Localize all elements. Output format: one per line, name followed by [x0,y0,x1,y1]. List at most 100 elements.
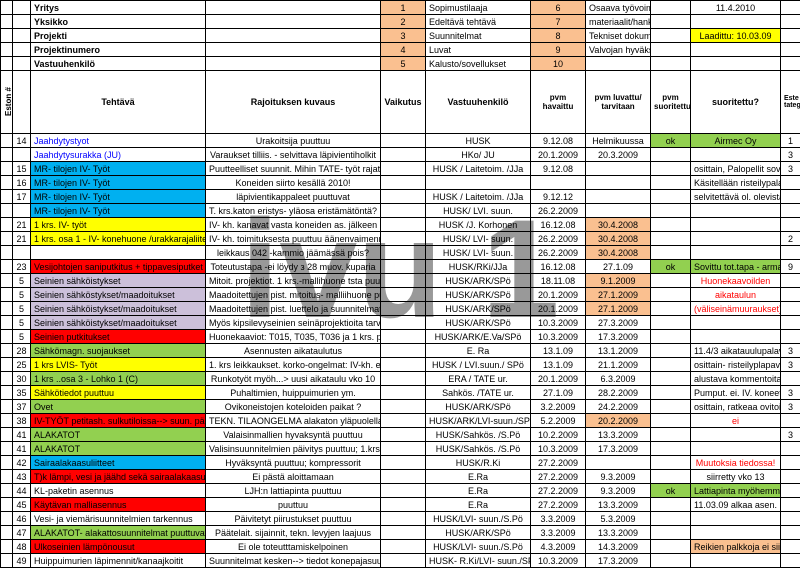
responsible-cell: HUSK/ARK/SPö [426,526,531,540]
row-number: 42 [13,456,31,470]
date-promised: 30.4.2008 [586,232,651,246]
legend2-num-1: 7 [531,15,586,29]
restriction-cell: Toteutustapa -ei löydy з 28 muov. kupari… [206,260,381,274]
table-row[interactable]: 47ALAKATOT- alakattosuunnitelmat puuttuv… [1,526,800,540]
table-row[interactable]: 38IV-TYÖT petitash. sulkutiloissa--> suu… [1,414,800,428]
category-cell: 3 [781,386,800,400]
task-cell: MR- tilojen IV- Työt [31,204,206,218]
table-row[interactable]: 37OvetOvikoneistojen koteloiden paikat ?… [1,400,800,414]
table-row[interactable]: 45Käytävan malliasennuspuuttuuE.Ra27.2.2… [1,498,800,512]
table-row[interactable]: 23Vesijohtojen saniputkitus + tippavesip… [1,260,800,274]
table-row[interactable]: 44KL-paketin asennusLJH:n lattiapinta pu… [1,484,800,498]
table-row[interactable]: 49Huippuimurien läpimennit/kanaajkoititS… [1,554,800,568]
task-cell: MR- tilojen IV- Työt [31,162,206,176]
date-promised [586,162,651,176]
status-cell: (väliseinämuuraukset) mukaesti - os. myö… [691,302,781,316]
table-row[interactable]: 251 krs LVIS- Työt1. krs leikkaukset. ko… [1,358,800,372]
category-cell [781,414,800,428]
task-cell: Jaahdytystyot [31,134,206,148]
legend1-text-2: Suunnitelmat [426,29,531,43]
table-row[interactable]: 5Seinien sähköistykset/maadoituksetMaado… [1,302,800,316]
restriction-cell: Puutteelliset suunnit. Mihin TATE- työt … [206,162,381,176]
row-number: 47 [13,526,31,540]
date-done [651,330,691,344]
table-row[interactable]: 211 krs. osa 1 - IV- konehuone /urakkara… [1,232,800,246]
date-observed: 20.1.2009 [531,288,586,302]
restriction-cell: 1. krs leikkaukset. korko-ongelmat: IV-k… [206,358,381,372]
header-suoritettu: suoritettu? [691,71,781,134]
table-row[interactable]: 48Ulkoseinien lämpönousutEi ole toteuttt… [1,540,800,554]
table-row[interactable]: 42SairaalakaasuliitteetHyväksyntä puuttu… [1,456,800,470]
table-row[interactable]: 5Seinien sähköstykset/maadoituksetMaadoi… [1,288,800,302]
table-row[interactable]: 5Seinien sähköistykset/maadoituksetMyös … [1,316,800,330]
category-cell: 3 [781,358,800,372]
status-cell: osittain, Palopellit sovittu [691,162,781,176]
date-done [651,456,691,470]
task-cell: T)k lämpi, vesi ja jäähd sekä sairaalaka… [31,470,206,484]
responsible-cell: Sahkös. /TATE ur. [426,386,531,400]
legend1-num-3: 4 [381,43,426,57]
table-row[interactable]: 301 krs ..osa 3 - Lohko 1 (C)Runkotyöt m… [1,372,800,386]
status-cell: Sovittu tot.tapa - armaflex [691,260,781,274]
category-cell [781,554,800,568]
restriction-cell: puuttuu [206,498,381,512]
restriction-cell: LJH:n lattiapinta puuttuu [206,484,381,498]
responsible-cell [426,176,531,190]
task-cell: Seinien sähköistykset [31,274,206,288]
table-row[interactable]: MR- tilojen IV- TyötT. krs.katon eristys… [1,204,800,218]
row-number [13,148,31,162]
status-cell [691,512,781,526]
table-row[interactable]: 16MR- tilojen IV- TyötKoneiden siirto ke… [1,176,800,190]
header-pvm2: pvm luvattu/ tarvitaan [586,71,651,134]
table-row[interactable]: 17MR- tilojen IV- Työtläpivientikappalee… [1,190,800,204]
status-cell: ei [691,414,781,428]
date-promised: 28.2.2009 [586,386,651,400]
table-row[interactable]: 46Vesi- ja viemärisuunnitelmien tarkennu… [1,512,800,526]
date-done [651,190,691,204]
restriction-cell: Puhaltimien, huippuimurien ym. [206,386,381,400]
table-row[interactable]: 43T)k lämpi, vesi ja jäähd sekä sairaala… [1,470,800,484]
restriction-cell: Runkotyöt myöh...> uusi aikataulu vko 10 [206,372,381,386]
task-cell: MR- tilojen IV- Työt [31,176,206,190]
date-observed: 10.2.2009 [531,428,586,442]
table-row[interactable]: 211 krs. IV- työtIV- kh. kanavat vasta k… [1,218,800,232]
table-row[interactable]: 41ALAKATOTValisinsuunnitelmien päivitys … [1,442,800,456]
table-row[interactable]: 14JaahdytystyotUrakoitsija puuttuuHUSK9.… [1,134,800,148]
status-cell [691,232,781,246]
category-cell [781,330,800,344]
table-row[interactable]: 5Seinien sähköistyksetMitoit. projektiot… [1,274,800,288]
task-cell: Jaahdytysurakka (JU) [31,148,206,162]
task-cell: 1 krs ..osa 3 - Lohko 1 (C) [31,372,206,386]
date-done [651,372,691,386]
category-cell [781,288,800,302]
table-row[interactable]: 15MR- tilojen IV- TyötPuutteelliset suun… [1,162,800,176]
restriction-cell: leikkaus 042 -kammio jäämässä pois? [206,246,381,260]
legend2-text-1: materiaalit/hankinnat [586,15,651,29]
status-cell [691,526,781,540]
category-cell [781,484,800,498]
category-cell [781,302,800,316]
date-done [651,442,691,456]
status-cell [691,316,781,330]
date-promised: 30.4.2008 [586,218,651,232]
header-eston: Eston # [1,71,13,134]
table-row[interactable]: 41ALAKATOTValaisinmallien hyvaksyntä puu… [1,428,800,442]
date-promised: 17.3.2009 [586,554,651,568]
restriction-cell: Varaukset tilliis. - selvittava läpivien… [206,148,381,162]
status-cell [691,148,781,162]
restriction-cell: Ei pästä aloittamaan [206,470,381,484]
table-row[interactable]: leikkaus 042 -kammio jäämässä pois?HUSK/… [1,246,800,260]
table-row[interactable]: 5Seinien putkituksetHuonekaaviot: T015, … [1,330,800,344]
category-cell [781,372,800,386]
table-row[interactable]: 35Sähkötiedot puuttuuPuhaltimien, huippu… [1,386,800,400]
table-row[interactable]: Jaahdytysurakka (JU)Varaukset tilliis. -… [1,148,800,162]
date-done [651,470,691,484]
responsible-cell: HUSK/LVI- suun./S.Pö [426,512,531,526]
table-row[interactable]: 28Sähkömagn. suojauksetAsennusten aikata… [1,344,800,358]
status-cell: alustava kommentoitavana [691,372,781,386]
date-promised: 17.3.2009 [586,442,651,456]
date-observed: 9.12.08 [531,162,586,176]
meta-label-4: Vastuuhenkilö [31,57,206,71]
row-number: 46 [13,512,31,526]
date-done [651,176,691,190]
